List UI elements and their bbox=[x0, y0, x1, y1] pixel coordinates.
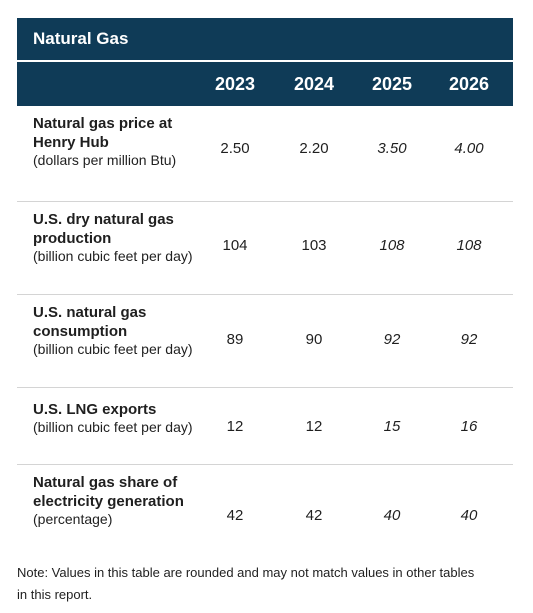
cell-2024: 90 bbox=[305, 331, 323, 348]
year-header-2026: 2026 bbox=[448, 74, 490, 94]
natural-gas-table: Natural Gas 2023 2024 2025 2026 Natural … bbox=[17, 18, 513, 557]
year-header-2025: 2025 bbox=[371, 74, 413, 94]
row-label: U.S. LNG exports (billion cubic feet per… bbox=[33, 400, 203, 436]
cell-2026: 16 bbox=[460, 418, 478, 435]
table-title: Natural Gas bbox=[33, 29, 129, 48]
row-unit: (percentage) bbox=[33, 511, 113, 527]
cell-2023: 104 bbox=[222, 237, 248, 254]
table-row-lng-exports: U.S. LNG exports (billion cubic feet per… bbox=[17, 388, 513, 465]
table-note: Note: Values in this table are rounded a… bbox=[17, 565, 475, 602]
row-unit: (billion cubic feet per day) bbox=[33, 248, 193, 264]
cell-2023: 89 bbox=[226, 331, 244, 348]
row-label: U.S. dry natural gas production (billion… bbox=[33, 210, 203, 265]
table-row-henry-hub-price: Natural gas price at Henry Hub (dollars … bbox=[17, 106, 513, 202]
row-unit: (billion cubic feet per day) bbox=[33, 419, 193, 435]
cell-2026: 4.00 bbox=[454, 140, 484, 157]
row-title: U.S. dry natural gas production bbox=[33, 211, 174, 247]
row-label: Natural gas price at Henry Hub (dollars … bbox=[33, 114, 203, 169]
table-row-dry-gas-production: U.S. dry natural gas production (billion… bbox=[17, 202, 513, 295]
year-header-2023: 2023 bbox=[214, 74, 256, 94]
row-title: U.S. natural gas consumption bbox=[33, 304, 147, 340]
cell-2024: 2.20 bbox=[299, 140, 329, 157]
row-title: Natural gas price at Henry Hub bbox=[33, 115, 173, 151]
table-row-gas-consumption: U.S. natural gas consumption (billion cu… bbox=[17, 295, 513, 388]
cell-2025: 92 bbox=[383, 331, 401, 348]
year-header-row: 2023 2024 2025 2026 bbox=[17, 62, 513, 106]
table-title-bar: Natural Gas bbox=[17, 18, 513, 60]
cell-2025: 3.50 bbox=[377, 140, 407, 157]
cell-2024: 12 bbox=[305, 418, 323, 435]
year-header-2024: 2024 bbox=[293, 74, 335, 94]
cell-2023: 12 bbox=[226, 418, 244, 435]
cell-2023: 42 bbox=[226, 507, 244, 524]
cell-2026: 40 bbox=[460, 507, 478, 524]
cell-2025: 108 bbox=[379, 237, 405, 254]
table-row-electricity-share: Natural gas share of electricity generat… bbox=[17, 465, 513, 557]
cell-2024: 42 bbox=[305, 507, 323, 524]
cell-2025: 40 bbox=[383, 507, 401, 524]
cell-2025: 15 bbox=[383, 418, 401, 435]
cell-2026: 92 bbox=[460, 331, 478, 348]
row-title: Natural gas share of electricity generat… bbox=[33, 474, 184, 510]
row-unit: (billion cubic feet per day) bbox=[33, 341, 193, 357]
row-unit: (dollars per million Btu) bbox=[33, 152, 177, 168]
cell-2024: 103 bbox=[301, 237, 327, 254]
row-label: Natural gas share of electricity generat… bbox=[33, 473, 198, 528]
cell-2026: 108 bbox=[456, 237, 482, 254]
cell-2023: 2.50 bbox=[220, 140, 250, 157]
row-label: U.S. natural gas consumption (billion cu… bbox=[33, 303, 203, 358]
row-title: U.S. LNG exports bbox=[33, 401, 157, 418]
